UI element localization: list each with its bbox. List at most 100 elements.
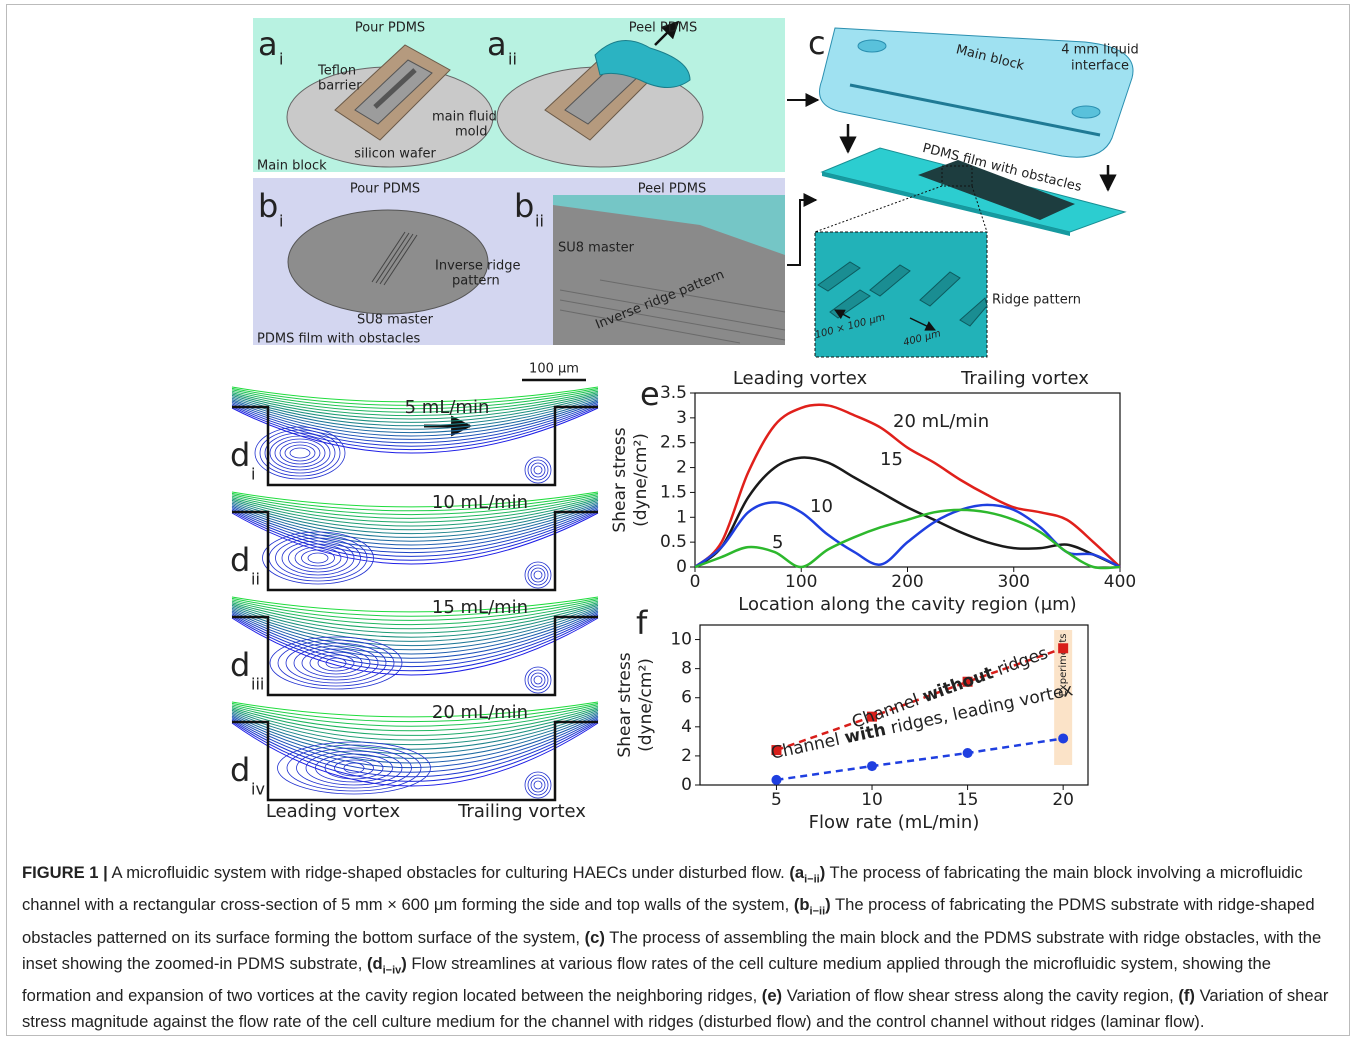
marker [867, 761, 877, 771]
label: barrier [318, 79, 362, 94]
caption-sub: i−ii [810, 906, 826, 918]
vortex [534, 676, 542, 684]
x-axis-label: Location along the cavity region (μm) [738, 594, 1076, 615]
x-tick-label: 100 [785, 572, 817, 592]
y-axis-label: (dyne/cm²) [631, 433, 651, 527]
vortex [269, 535, 367, 581]
panel-sublabel: ii [508, 50, 517, 69]
flow-rate: 10 mL/min [432, 492, 528, 513]
x-axis-label: Flow rate (mL/min) [809, 812, 980, 833]
caption-sub: i−ii [804, 873, 820, 885]
panel-label: f [636, 604, 648, 642]
label: Pour PDMS [350, 182, 420, 197]
label: Peel PDMS [638, 182, 706, 197]
caption-bold: (f) [1178, 986, 1195, 1005]
zoom-line [815, 186, 942, 232]
series-label-part: Channel [769, 729, 847, 764]
vortex [525, 772, 551, 798]
series-label-part: ridges [989, 643, 1050, 682]
y-tick-label: 1 [676, 507, 687, 527]
x-tick-label: 400 [1104, 572, 1136, 592]
y-tick-label: 4 [681, 717, 692, 737]
vortex [531, 673, 545, 687]
panel-label: d [230, 646, 250, 684]
annotation: Trailing vortex [960, 368, 1089, 389]
panel-label: b [514, 187, 534, 225]
marker [771, 775, 781, 785]
series-label: 15 [880, 449, 903, 470]
vortex [260, 430, 340, 476]
flow-rate: 5 mL/min [405, 397, 490, 418]
panel-sublabel: i [251, 465, 255, 484]
y-axis-label: (dyne/cm²) [636, 658, 656, 752]
vortex [534, 781, 542, 789]
vortex [531, 568, 545, 582]
label: silicon wafer [354, 147, 436, 162]
marker [963, 748, 973, 758]
series-label: 5 [772, 532, 783, 553]
label: mold [455, 125, 487, 140]
panel-label: b [258, 187, 278, 225]
vortex [270, 637, 402, 689]
panel-label: a [487, 25, 507, 63]
vortex [302, 550, 335, 566]
label: Peel PDMS [629, 21, 697, 36]
vortex [534, 571, 542, 579]
flow-rate: 15 mL/min [432, 597, 528, 618]
y-tick-label: 3.5 [660, 383, 687, 403]
inset [815, 232, 987, 357]
y-tick-label: 0 [681, 775, 692, 795]
label: pattern [452, 274, 500, 289]
y-tick-label: 2.5 [660, 433, 687, 453]
y-tick-label: 8 [681, 659, 692, 679]
y-tick-label: 3 [676, 408, 687, 428]
y-axis-label: Shear stress [610, 427, 630, 532]
caption-bold: FIGURE 1 | [22, 863, 108, 882]
panel-label: c [808, 24, 826, 62]
label: SU8 master [357, 313, 434, 328]
label: Trailing vortex [457, 801, 586, 822]
port [858, 40, 886, 52]
panel-sublabel: ii [251, 570, 260, 589]
series-label: 20 mL/min [893, 411, 989, 432]
vortex [285, 445, 315, 461]
label: Main block [257, 159, 327, 174]
panel-sublabel: iii [251, 675, 264, 694]
scale-label: 100 μm [529, 362, 579, 377]
figure: a i Pour PDMS Teflon barrier main fluid … [0, 0, 1358, 860]
charts: 010020030040000.511.522.533.5eShear stre… [610, 368, 1136, 833]
x-tick-label: 300 [998, 572, 1030, 592]
vortex [308, 553, 328, 563]
x-tick-label: 20 [1052, 790, 1074, 810]
label: Leading vortex [266, 801, 401, 822]
caption-sub: i−iv [383, 964, 402, 976]
port [1072, 106, 1100, 118]
streamline [232, 507, 598, 548]
caption-bold: (c) [585, 928, 605, 947]
y-tick-label: 0 [676, 557, 687, 577]
streamline [232, 600, 598, 621]
vortex [263, 532, 374, 584]
vortex [525, 457, 551, 483]
label: Ridge pattern [992, 293, 1081, 308]
vortex [290, 448, 310, 458]
x-tick-label: 5 [771, 790, 782, 810]
x-tick-label: 10 [861, 790, 883, 810]
caption-bold: (d [367, 954, 383, 973]
vortex [531, 778, 545, 792]
streamline [232, 495, 598, 515]
page: a i Pour PDMS Teflon barrier main fluid … [0, 0, 1358, 1050]
panel-sublabel: iv [251, 780, 265, 799]
series-line [695, 510, 1120, 568]
y-tick-label: 0.5 [660, 532, 687, 552]
streamline [232, 702, 598, 717]
series-label: 10 [810, 496, 833, 517]
label: interface [1071, 59, 1129, 74]
label: Teflon [317, 64, 356, 79]
panel-sublabel: i [279, 50, 283, 69]
annotation: Leading vortex [733, 368, 868, 389]
label: PDMS film with obstacles [257, 332, 421, 347]
series-line [695, 457, 1120, 567]
series-line [695, 502, 1120, 567]
